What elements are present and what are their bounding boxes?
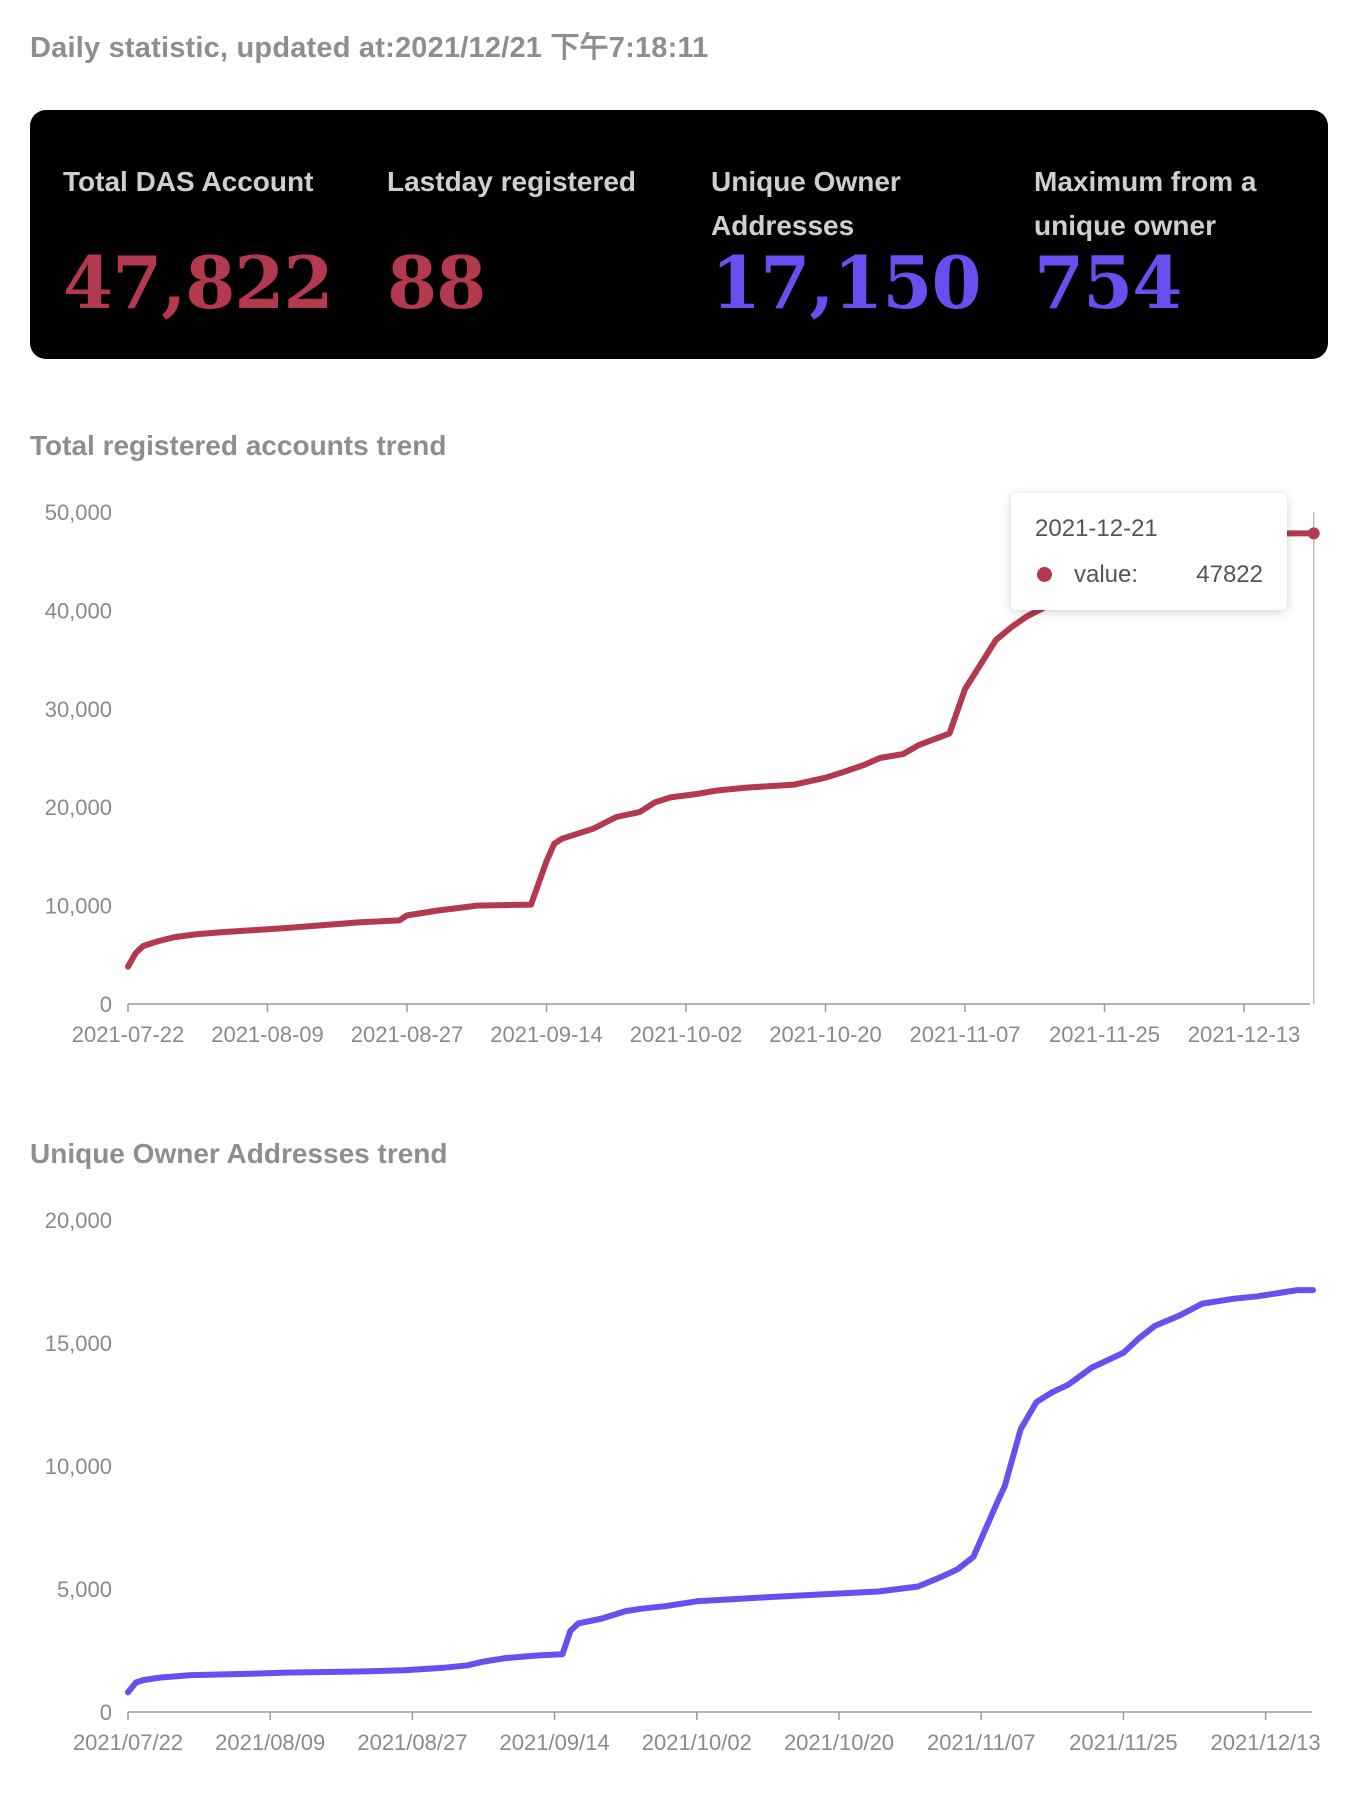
stats-panel: Total DAS Account 47,822 Lastday registe…	[30, 110, 1328, 359]
y-tick-label: 10,000	[45, 894, 112, 919]
y-tick-label: 10,000	[45, 1454, 112, 1479]
stat-value: 17,150	[711, 240, 982, 325]
x-tick-label: 2021/08/27	[357, 1730, 467, 1755]
owners-chart-title: Unique Owner Addresses trend	[30, 1138, 448, 1169]
y-tick-label: 15,000	[45, 1331, 112, 1356]
owners-trend-chart[interactable]: 0 5,000 10,000 15,000 20,000 2021/07/22 2021/0…	[0, 1190, 1354, 1760]
y-tick-label: 20,000	[45, 795, 112, 820]
tooltip-series-dot	[1037, 567, 1052, 582]
stat-value: 754	[1034, 240, 1182, 325]
y-tick-label: 0	[100, 992, 112, 1017]
y-tick-label: 50,000	[45, 500, 112, 525]
tooltip-value: 47822	[1196, 561, 1263, 588]
stat-value: 88	[387, 240, 486, 325]
stat-label: Lastday registered	[387, 166, 636, 197]
x-tick-label: 2021/10/20	[784, 1730, 894, 1755]
x-tick-label: 2021-08-09	[211, 1022, 324, 1047]
x-tick-label: 2021-10-20	[769, 1022, 882, 1047]
y-tick-label: 5,000	[57, 1577, 112, 1602]
tooltip-series-name: value:	[1074, 561, 1139, 588]
x-tick-label: 2021/11/07	[927, 1730, 1035, 1755]
x-tick-label: 2021/07/22	[73, 1730, 183, 1755]
chart-tooltip: 2021-12-21 value: 47822	[1011, 493, 1287, 610]
y-tick-label: 40,000	[45, 598, 112, 623]
stat-label: Unique Owner Addresses	[711, 166, 901, 241]
stat-label: Maximum from a unique owner	[1034, 166, 1257, 241]
x-tick-label: 2021-12-13	[1188, 1022, 1301, 1047]
y-tick-label: 30,000	[45, 697, 112, 722]
tooltip-date: 2021-12-21	[1035, 515, 1158, 542]
x-tick-label: 2021-10-02	[630, 1022, 743, 1047]
x-tick-label: 2021/09/14	[500, 1730, 610, 1755]
hover-point	[1307, 527, 1320, 540]
stat-label: Total DAS Account	[63, 166, 314, 197]
updated-timestamp: Daily statistic, updated at:2021/12/21 下…	[30, 32, 709, 64]
x-tick-label: 2021-08-27	[351, 1022, 464, 1047]
accounts-chart-title: Total registered accounts trend	[30, 430, 447, 461]
accounts-trend-chart[interactable]: 0 10,000 20,000 30,000 40,000 50,000 2021-07-2…	[0, 480, 1354, 1060]
y-tick-label: 20,000	[45, 1208, 112, 1233]
stat-value: 47,822	[63, 240, 334, 325]
x-tick-label: 2021/08/09	[215, 1730, 325, 1755]
x-tick-label: 2021/12/13	[1211, 1730, 1321, 1755]
x-tick-label: 2021-11-07	[910, 1022, 1021, 1047]
series-line	[125, 1287, 1316, 1696]
x-tick-label: 2021/11/25	[1069, 1730, 1177, 1755]
x-tick-label: 2021-09-14	[490, 1022, 603, 1047]
x-tick-label: 2021/10/02	[642, 1730, 752, 1755]
x-tick-label: 2021-07-22	[72, 1022, 185, 1047]
y-tick-label: 0	[100, 1700, 112, 1725]
x-tick-label: 2021-11-25	[1049, 1022, 1160, 1047]
